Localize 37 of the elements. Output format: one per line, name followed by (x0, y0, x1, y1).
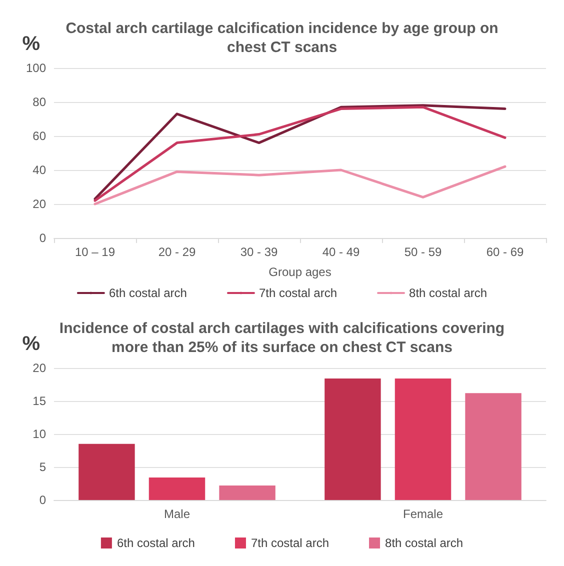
y-axis-title: % (22, 33, 40, 55)
y-tick-label: 15 (32, 394, 46, 408)
x-tick-label: 20 - 29 (158, 245, 196, 259)
y-axis-title: % (22, 333, 40, 355)
legend-label: 6th costal arch (108, 286, 187, 300)
y-tick-label: 0 (39, 231, 46, 245)
y-tick-label: 5 (39, 460, 46, 474)
x-tick-label: Female (402, 507, 444, 521)
chart-title: Costal arch cartilage calcification incidence by age group on chest CT scans (66, 20, 498, 56)
line-series (94, 165, 506, 206)
x-tick-label: 10 – 19 (74, 245, 116, 259)
x-tick-label: 30 - 39 (240, 245, 278, 259)
x-axis-title: Group ages (268, 265, 332, 279)
legend-label: 7th costal arch (258, 286, 338, 300)
chart-title: Incidence of costal arch cartilages with calcifications covering more than 25% of its surface on chest CT scans (59, 320, 505, 356)
y-tick-label: 100 (26, 61, 46, 75)
y-tick-label: 80 (32, 95, 46, 109)
y-tick-label: 60 (32, 129, 46, 143)
y-tick-label: 10 (32, 427, 46, 441)
bar (148, 478, 206, 500)
x-tick-label: 50 - 59 (404, 245, 442, 259)
legend-label: 7th costal arch (250, 536, 330, 550)
x-tick-label: 60 - 69 (486, 245, 524, 259)
y-tick-label: 20 (32, 361, 46, 375)
y-tick-label: 20 (32, 197, 46, 211)
legend-label: 8th costal arch (385, 536, 464, 550)
x-tick-label: Male (164, 507, 190, 521)
y-tick-label: 40 (32, 163, 46, 177)
legend-label: 6th costal arch (116, 536, 195, 550)
bar (394, 378, 452, 500)
y-tick-label: 0 (39, 493, 46, 507)
x-tick-label: 40 - 49 (322, 245, 360, 259)
bar (219, 485, 276, 500)
bar (78, 444, 135, 500)
bar (324, 378, 381, 500)
legend-label: 8th costal arch (409, 286, 488, 300)
bar (465, 393, 522, 500)
